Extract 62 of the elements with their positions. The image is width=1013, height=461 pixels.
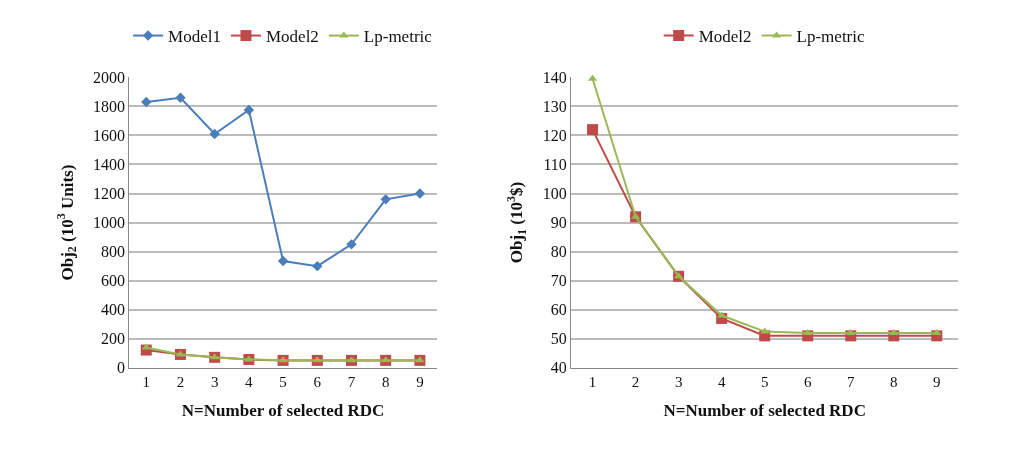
- y-tick-label: 400: [100, 301, 125, 319]
- x-tick-label: 6: [803, 373, 812, 390]
- y-tick-label: 80: [550, 243, 567, 261]
- x-tick-label: 1: [142, 373, 151, 390]
- legend-label: Model2: [698, 27, 752, 47]
- y-tick-label: 1200: [92, 185, 125, 203]
- point: [209, 128, 220, 140]
- x-tick-label: 2: [176, 373, 185, 390]
- x-tick-label: 9: [416, 373, 424, 390]
- x-tick-label: 5: [279, 373, 287, 390]
- point: [760, 327, 770, 334]
- x-axis-title: N=Number of selected RDC: [181, 401, 385, 421]
- y-tick-label: 120: [542, 127, 567, 145]
- x-tick-label: 5: [760, 373, 769, 390]
- y-tick-label: 200: [100, 330, 125, 348]
- legend-label: Model2: [265, 27, 319, 47]
- y-tick-label: 90: [550, 214, 567, 232]
- point: [312, 260, 323, 272]
- x-tick-label: 6: [313, 373, 322, 390]
- y-tick-label: 1000: [92, 214, 125, 232]
- y-tick-label: 110: [543, 156, 567, 174]
- y-tick-label: 40: [550, 359, 567, 377]
- point: [346, 239, 357, 250]
- point: [277, 255, 289, 267]
- y-tick-label: 60: [550, 301, 567, 319]
- y-tick-label: 50: [550, 330, 567, 348]
- point: [889, 328, 899, 335]
- y-tick-label: 140: [542, 68, 567, 86]
- legend-label: Lp-metric: [796, 27, 865, 47]
- y-tick-label: 800: [100, 243, 125, 261]
- y-tick-label: 600: [100, 272, 125, 290]
- x-tick-label: 7: [846, 373, 855, 390]
- x-tick-label: 4: [245, 373, 254, 390]
- y-tick-label: 100: [542, 185, 567, 203]
- point: [141, 96, 152, 108]
- x-tick-label: 1: [588, 373, 597, 390]
- point: [932, 328, 942, 335]
- point: [243, 104, 255, 116]
- point: [175, 92, 186, 103]
- x-tick-label: 3: [210, 373, 219, 390]
- y-tick-label: 1400: [92, 156, 125, 174]
- x-tick-label: 4: [717, 373, 726, 390]
- point: [846, 328, 856, 335]
- y-tick-label: 1600: [92, 127, 125, 145]
- x-tick-label: 3: [674, 373, 683, 390]
- y-tick-label: 2000: [92, 68, 125, 86]
- point: [380, 194, 391, 205]
- legend-label: Model1: [168, 27, 221, 47]
- point: [414, 188, 426, 199]
- y-tick-label: 70: [550, 272, 567, 290]
- point: [803, 328, 813, 335]
- x-tick-label: 8: [890, 373, 898, 390]
- legend-label: Lp-metric: [363, 27, 433, 47]
- y-tick-label: 1800: [92, 98, 125, 115]
- x-tick-label: 2: [631, 373, 640, 390]
- point: [587, 124, 599, 136]
- x-axis-title: N=Number of selected RDC: [663, 401, 866, 421]
- y-tick-label: 0: [116, 359, 125, 377]
- x-tick-label: 9: [933, 373, 941, 390]
- x-tick-label: 7: [347, 373, 356, 390]
- x-tick-label: 8: [381, 373, 390, 390]
- y-tick-label: 130: [542, 98, 567, 115]
